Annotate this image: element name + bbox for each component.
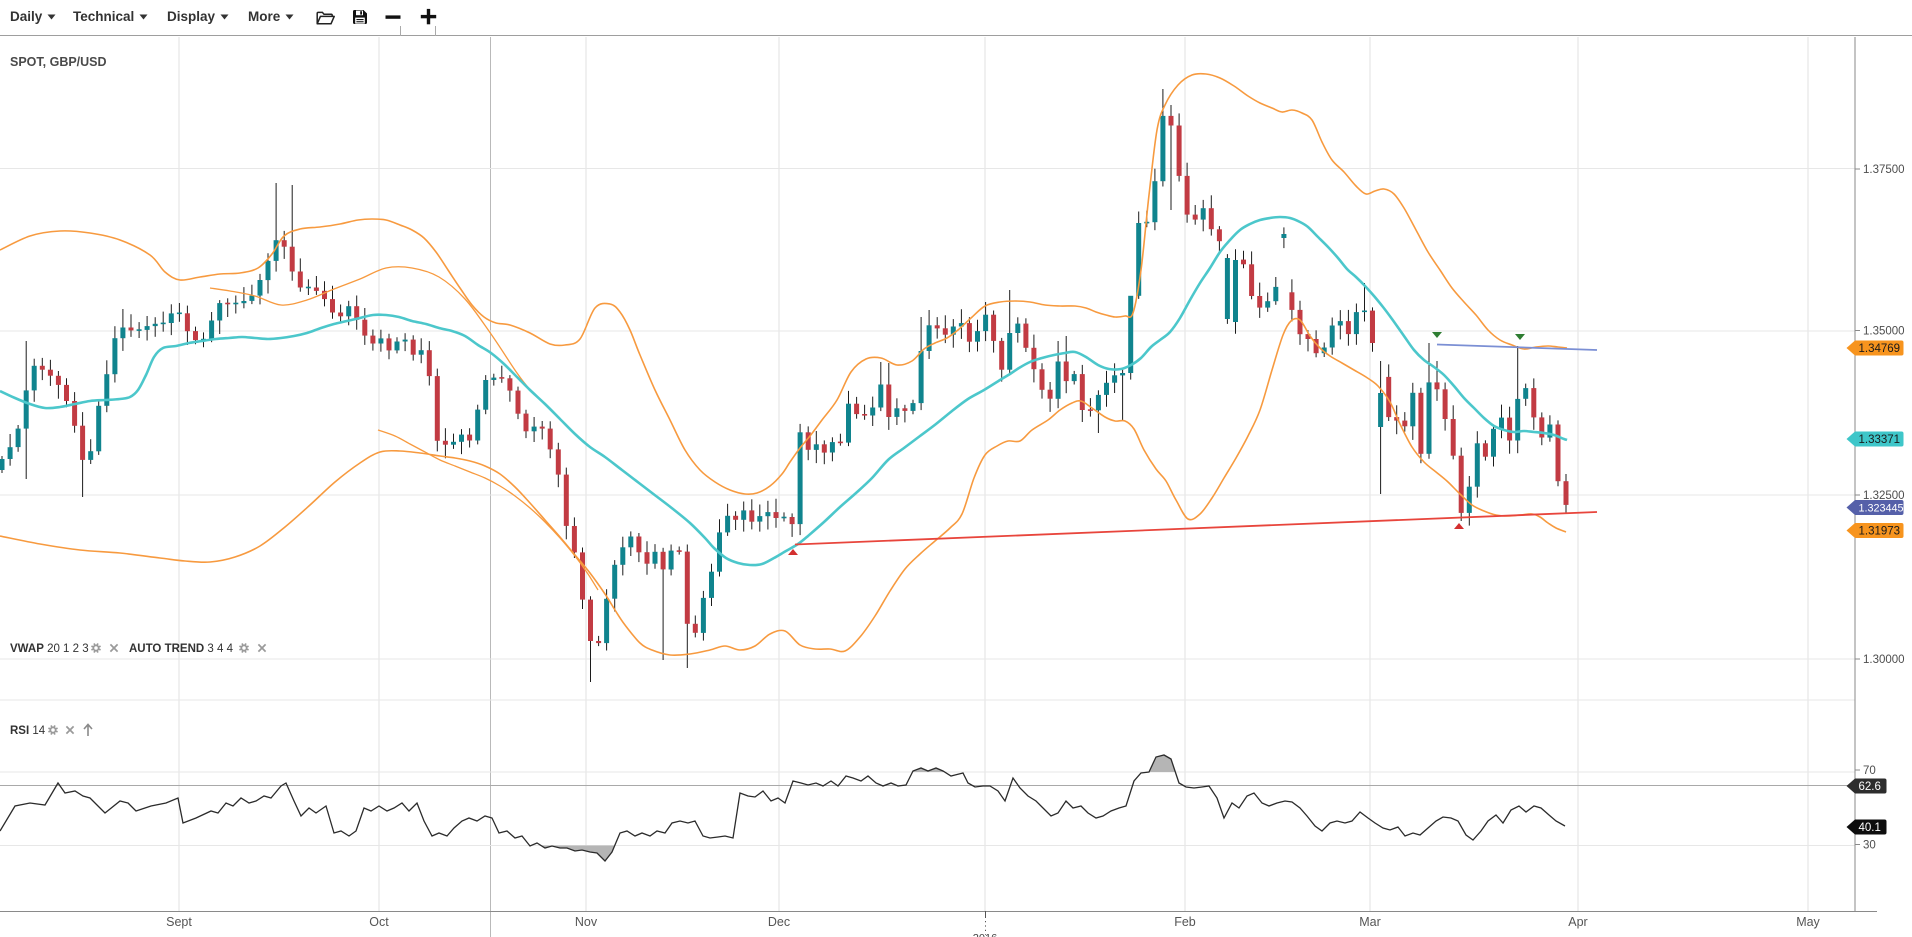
svg-text:1.37500: 1.37500 [1863,164,1905,176]
svg-text:RSI 14: RSI 14 [10,725,46,737]
svg-text:Feb: Feb [1174,915,1196,929]
svg-text:Nov: Nov [575,915,598,929]
svg-text:1.32500: 1.32500 [1863,490,1905,502]
svg-text:1.31973: 1.31973 [1859,526,1901,538]
svg-text:Oct: Oct [369,915,389,929]
svg-text:VWAP 20 1 2 3: VWAP 20 1 2 3 [10,643,89,655]
svg-text:62.6: 62.6 [1859,781,1881,793]
svg-text:30: 30 [1863,840,1876,852]
svg-text:SPOT, GBP/USD: SPOT, GBP/USD [10,55,107,69]
svg-text:Sept: Sept [166,915,192,929]
svg-text:70: 70 [1863,765,1876,777]
svg-text:1.33371: 1.33371 [1859,434,1901,446]
svg-text:AUTO TREND 3 4 4: AUTO TREND 3 4 4 [129,643,234,655]
svg-text:1.34769: 1.34769 [1859,343,1901,355]
svg-text:1.35000: 1.35000 [1863,326,1905,338]
svg-text:2016: 2016 [973,933,997,937]
svg-text:May: May [1796,915,1820,929]
svg-text:1.30000: 1.30000 [1863,654,1905,666]
svg-text:Mar: Mar [1359,915,1381,929]
svg-text:Apr: Apr [1568,915,1587,929]
svg-text:1.323445: 1.323445 [1859,503,1904,515]
svg-text:Dec: Dec [768,915,790,929]
svg-text:40.1: 40.1 [1859,822,1881,834]
